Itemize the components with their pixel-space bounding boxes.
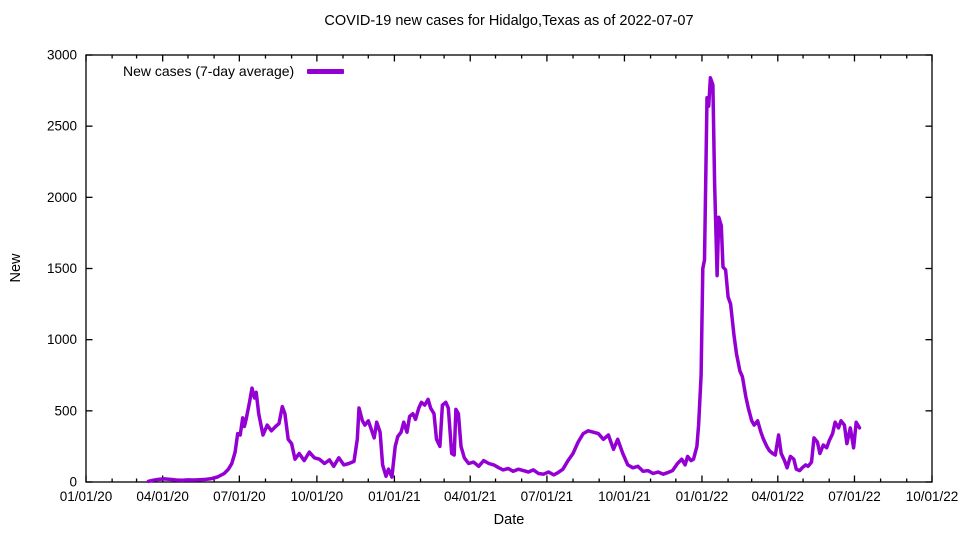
x-tick-label: 01/01/21 (368, 489, 421, 504)
chart-title: COVID-19 new cases for Hidalgo,Texas as … (324, 13, 694, 29)
legend-line-swatch (307, 68, 345, 74)
x-tick-label: 10/01/21 (598, 489, 651, 504)
y-tick-label: 500 (54, 403, 77, 418)
x-tick-label: 04/01/20 (136, 489, 189, 504)
y-tick-label: 2000 (47, 190, 77, 205)
legend-label: New cases (7-day average) (123, 63, 295, 79)
x-tick-label: 04/01/21 (444, 489, 497, 504)
data-series-line (146, 76, 862, 484)
x-tick-label: 07/01/21 (521, 489, 574, 504)
x-axis-label: Date (493, 512, 525, 528)
y-tick-label: 1000 (47, 332, 77, 347)
x-tick-label: 10/01/22 (906, 489, 959, 504)
y-tick-label: 3000 (47, 48, 77, 63)
y-tick-label: 0 (69, 475, 77, 490)
y-tick-label: 1500 (47, 261, 77, 276)
x-tick-label: 01/01/22 (676, 489, 729, 504)
x-tick-label: 10/01/20 (291, 489, 344, 504)
plot-frame (85, 54, 933, 483)
y-tick-label: 2500 (47, 119, 77, 134)
legend: New cases (7-day average) (123, 63, 345, 79)
x-tick-label: 07/01/20 (213, 489, 266, 504)
x-tick-label: 04/01/22 (752, 489, 805, 504)
x-tick-label: 01/01/20 (60, 489, 113, 504)
x-tick-label: 07/01/22 (828, 489, 881, 504)
